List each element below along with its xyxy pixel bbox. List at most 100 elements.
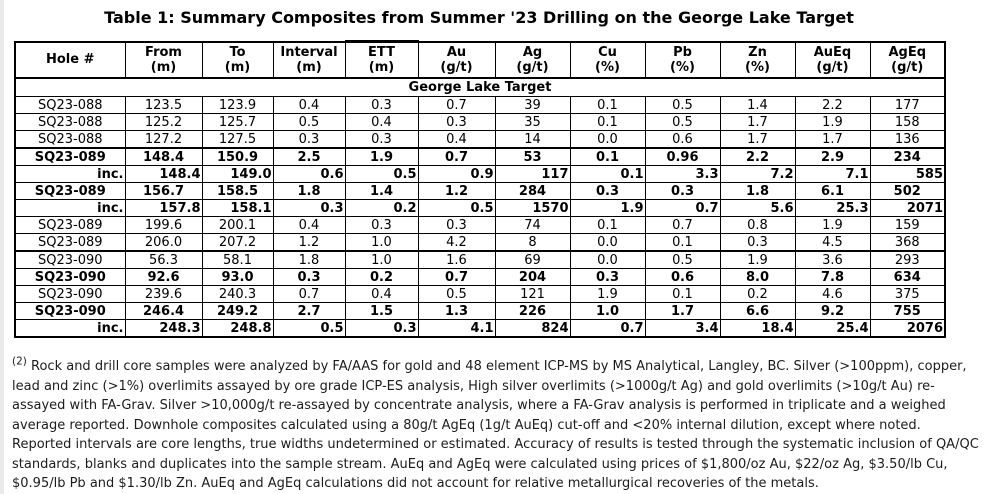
- value-cell: 0.3: [344, 319, 419, 338]
- value-cell: 248.8: [201, 319, 274, 338]
- value-cell: 5.6: [719, 199, 796, 217]
- hole-id-cell: SQ23-089: [14, 233, 126, 252]
- value-cell: 0.5: [417, 199, 496, 217]
- value-cell: 246.4: [124, 302, 203, 320]
- column-header-hole: Hole #: [14, 41, 126, 79]
- value-cell: 0.4: [272, 216, 346, 234]
- value-cell: 0.7: [272, 285, 346, 303]
- value-cell: 824: [494, 319, 571, 338]
- value-cell: 0.3: [417, 113, 496, 131]
- value-cell: 4.2: [417, 233, 496, 252]
- value-cell: 35: [494, 113, 571, 131]
- table-row: SQ23-089 156.7 158.5 1.8 1.4 1.2 284 0.3 0.3 1.8 6…: [14, 182, 946, 200]
- value-cell: 1.4: [344, 182, 419, 200]
- value-cell: 8.0: [719, 268, 796, 286]
- column-unit: (g/t): [816, 59, 849, 75]
- value-cell: 0.3: [344, 216, 419, 234]
- value-cell: 157.8: [124, 199, 203, 217]
- column-header-interval: Interval (m): [272, 41, 346, 79]
- value-cell: 0.3: [272, 268, 346, 286]
- column-label: Zn: [748, 44, 767, 60]
- value-cell: 3.6: [794, 250, 871, 269]
- value-cell: 0.8: [719, 216, 796, 234]
- value-cell: 1.9: [719, 250, 796, 269]
- value-cell: 148.4: [124, 165, 203, 183]
- value-cell: 0.3: [719, 233, 796, 252]
- value-cell: 2071: [869, 199, 946, 217]
- value-cell: 0.9: [417, 165, 496, 183]
- value-cell: 1.0: [569, 302, 646, 320]
- value-cell: 284: [494, 182, 571, 200]
- column-label: Ag: [522, 44, 543, 60]
- value-cell: 1.2: [417, 182, 496, 200]
- table-row: inc. 248.3 248.8 0.5 0.3 4.1 824 0.7 3.4 18.4 25.4…: [14, 319, 946, 338]
- column-header-aueq: AuEq (g/t): [794, 41, 871, 79]
- value-cell: 239.6: [124, 285, 203, 303]
- value-cell: 1.8: [272, 182, 346, 200]
- value-cell: 0.4: [344, 113, 419, 131]
- value-cell: 6.1: [794, 182, 871, 200]
- value-cell: 4.1: [417, 319, 496, 338]
- table-title: Table 1: Summary Composites from Summer …: [104, 8, 854, 27]
- value-cell: 1.9: [569, 199, 646, 217]
- hole-id-cell: SQ23-090: [14, 302, 126, 320]
- value-cell: 200.1: [201, 216, 274, 234]
- table-row: SQ23-089 148.4 150.9 2.5 1.9 0.7 53 0.1 0.96 2.2 2…: [14, 147, 946, 166]
- hole-id-cell: SQ23-089: [14, 182, 126, 200]
- value-cell: 1.2: [272, 233, 346, 252]
- hole-id-cell: inc.: [14, 199, 126, 217]
- hole-id-cell: SQ23-090: [14, 285, 126, 303]
- value-cell: 1.5: [344, 302, 419, 320]
- column-label: AgEq: [888, 44, 927, 60]
- value-cell: 2076: [869, 319, 946, 338]
- value-cell: 92.6: [124, 268, 203, 286]
- value-cell: 1.7: [719, 113, 796, 131]
- value-cell: 7.8: [794, 268, 871, 286]
- value-cell: 150.9: [201, 147, 274, 166]
- table-row: SQ23-090 92.6 93.0 0.3 0.2 0.7 204 0.3 0.6 8.0 7.8…: [14, 268, 946, 286]
- table-row: SQ23-090 56.3 58.1 1.8 1.0 1.6 69 0.0 0.5 1.9 3.6 2…: [14, 250, 946, 269]
- drill-results-table: Hole # From (m) To (m) Interval (m) ETT (m) Au (g/…: [14, 40, 946, 338]
- table-row: SQ23-090 239.6 240.3 0.7 0.4 0.5 121 1.9 0.1 0.2 4…: [14, 285, 946, 303]
- value-cell: 0.6: [644, 130, 721, 149]
- value-cell: 7.2: [719, 165, 796, 183]
- column-label: Cu: [598, 44, 617, 60]
- value-cell: 0.1: [569, 216, 646, 234]
- value-cell: 0.3: [344, 130, 419, 149]
- value-cell: 158: [869, 113, 946, 131]
- value-cell: 39: [494, 96, 571, 114]
- column-unit: (m): [368, 60, 395, 75]
- value-cell: 0.7: [417, 268, 496, 286]
- column-label: ETT: [368, 45, 395, 60]
- value-cell: 2.2: [719, 147, 796, 166]
- value-cell: 0.3: [344, 96, 419, 114]
- value-cell: 2.7: [272, 302, 346, 320]
- hole-id-cell: SQ23-088: [14, 130, 126, 149]
- value-cell: 0.5: [272, 113, 346, 131]
- value-cell: 1.6: [417, 250, 496, 269]
- value-cell: 0.7: [644, 199, 721, 217]
- value-cell: 0.4: [417, 130, 496, 149]
- column-header-ag: Ag (g/t): [494, 41, 571, 79]
- value-cell: 25.4: [794, 319, 871, 338]
- value-cell: 368: [869, 233, 946, 252]
- value-cell: 234: [869, 147, 946, 166]
- column-unit: (%): [670, 59, 695, 75]
- value-cell: 0.5: [644, 96, 721, 114]
- value-cell: 1.0: [344, 233, 419, 252]
- hole-id-cell: SQ23-090: [14, 268, 126, 286]
- hole-id-cell: inc.: [14, 319, 126, 338]
- value-cell: 158.1: [201, 199, 274, 217]
- value-cell: 2.5: [272, 147, 346, 166]
- value-cell: 58.1: [201, 250, 274, 269]
- table-row: SQ23-089 199.6 200.1 0.4 0.3 0.3 74 0.1 0.7 0.8 1.…: [14, 216, 946, 234]
- column-label: Hole #: [45, 52, 95, 68]
- column-unit: (%): [745, 59, 770, 75]
- column-unit: (m): [150, 59, 177, 75]
- table-row: inc. 157.8 158.1 0.3 0.2 0.5 1570 1.9 0.7 5.6 25.3…: [14, 199, 946, 217]
- hole-id-cell: SQ23-089: [14, 216, 126, 234]
- value-cell: 4.6: [794, 285, 871, 303]
- column-header-from: From (m): [124, 41, 203, 79]
- value-cell: 156.7: [124, 182, 203, 200]
- value-cell: 0.6: [644, 268, 721, 286]
